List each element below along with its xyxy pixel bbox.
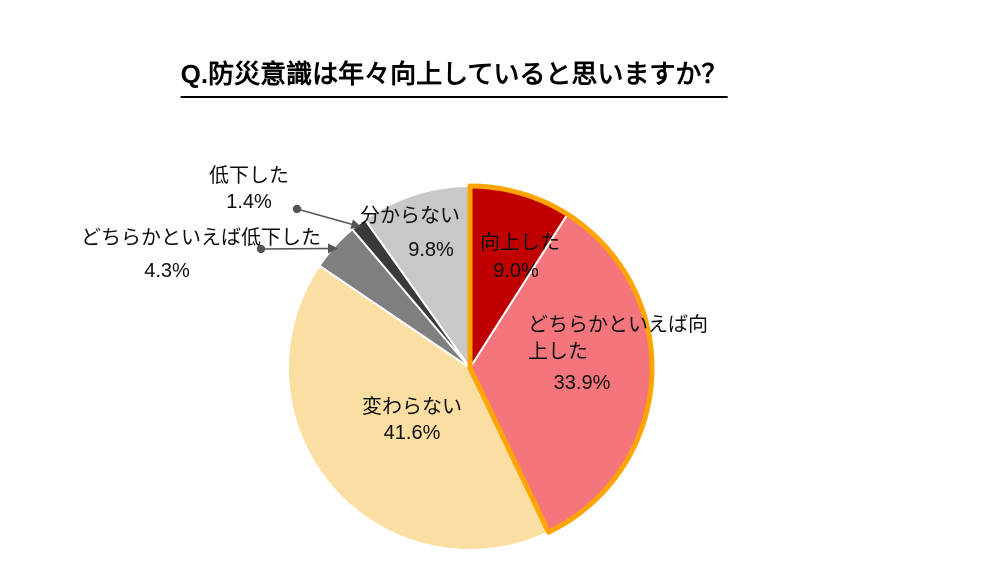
pie-slice-2 (287, 264, 550, 551)
label-somewhat-declined-text: どちらかといえば低下した (81, 227, 321, 249)
pie-slice-5 (363, 185, 471, 369)
label-somewhat-declined-percent: 4.3% (144, 258, 190, 284)
label-no-change-percent: 41.6% (383, 422, 441, 444)
leader-dot-0 (292, 204, 302, 214)
label-improved-text: 向上した (480, 232, 560, 254)
label-declined-text: 低下した (209, 165, 289, 187)
dont-know-percent-text: 9.8% (408, 239, 454, 261)
label-somewhat-improved-percent: 33.9% (554, 370, 611, 396)
leader-arrow-1 (260, 243, 338, 254)
label-declined-percent: 1.4% (226, 191, 272, 213)
leader-arrow-0 (296, 208, 362, 230)
label-dont-know-percent: 9.8% (408, 237, 454, 263)
improved-percent-text: 9.0% (493, 260, 539, 282)
label-dont-know-text: 分からない (360, 205, 460, 227)
label-no-change-text: 変わらない (362, 396, 462, 418)
label-improved-percent: 9.0% (493, 258, 539, 284)
somewhat-declined-percent-text: 4.3% (144, 260, 190, 282)
label-somewhat-improved: どちらかといえば向上した (528, 312, 710, 366)
label-improved: 向上した (480, 230, 560, 256)
label-somewhat-improved-text: どちらかといえば向上した (528, 314, 708, 363)
label-somewhat-declined: どちらかといえば低下した (81, 225, 321, 251)
leader-dot-1 (256, 244, 266, 254)
somewhat-improved-percent-text: 33.9% (553, 372, 611, 394)
label-declined: 低下した 1.4% (209, 163, 289, 215)
label-dont-know: 分からない (360, 203, 460, 229)
label-no-change: 変わらない 41.6% (362, 394, 462, 446)
chart-title: Q.防災意識は年々向上していると思いますか？ (180, 54, 728, 98)
highlight-outline (467, 183, 655, 535)
